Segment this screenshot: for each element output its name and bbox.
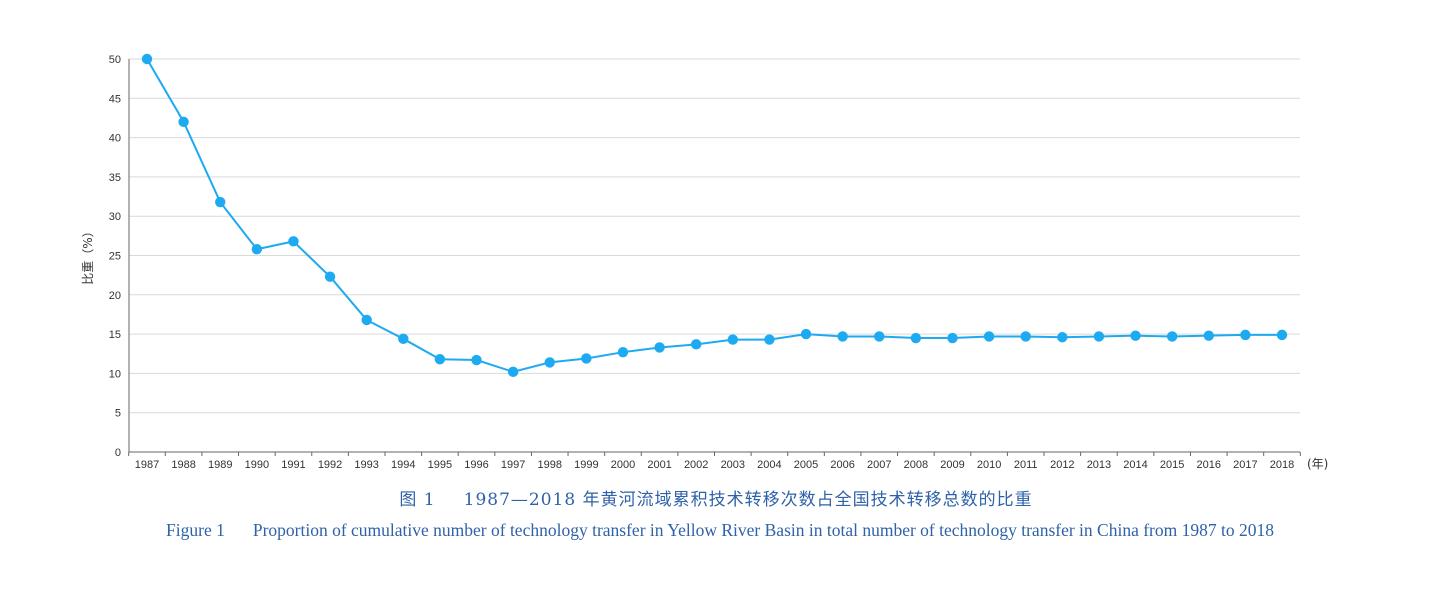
x-tick-label: 2007 xyxy=(867,459,891,471)
x-axis-unit-label: (年) xyxy=(1307,457,1328,471)
data-point xyxy=(251,244,263,255)
caption-chinese: 图 1 1987—2018 年黄河流域累积技术转移次数占全国技术转移总数的比重 xyxy=(0,485,1432,510)
x-tick-label: 2001 xyxy=(647,459,671,471)
x-tick-label: 2010 xyxy=(977,459,1001,471)
x-tick-label: 1991 xyxy=(281,459,305,471)
data-point xyxy=(215,196,226,208)
data-point xyxy=(1240,329,1251,341)
x-tick-label: 2013 xyxy=(1087,459,1111,471)
x-tick-label: 2000 xyxy=(611,459,635,471)
y-tick-label: 15 xyxy=(109,329,121,341)
x-tick-label: 1999 xyxy=(574,459,598,471)
data-point xyxy=(178,116,189,128)
y-tick-label: 50 xyxy=(109,54,121,66)
caption-en-number: Figure 1 xyxy=(166,520,225,540)
x-tick-label: 2005 xyxy=(794,459,818,471)
x-tick-label: 2006 xyxy=(830,459,854,471)
x-tick-label: 2004 xyxy=(757,459,781,471)
x-tick-label: 1994 xyxy=(391,459,415,471)
x-tick-label: 1996 xyxy=(464,459,488,471)
x-tick-label: 1992 xyxy=(318,459,342,471)
data-point xyxy=(544,357,555,368)
data-point xyxy=(398,333,409,345)
data-point xyxy=(581,353,592,364)
data-point xyxy=(690,339,702,350)
data-point xyxy=(727,334,739,345)
data-point xyxy=(507,366,519,378)
data-point xyxy=(141,53,153,65)
x-tick-label: 1990 xyxy=(245,459,269,471)
data-point xyxy=(764,334,775,345)
data-point xyxy=(471,354,482,366)
caption-cn-number: 图 1 xyxy=(399,490,436,510)
data-point xyxy=(1020,331,1031,342)
y-axis-label: 比重（%） xyxy=(81,225,95,284)
y-tick-label: 0 xyxy=(115,447,121,459)
series-line xyxy=(146,58,1282,373)
y-tick-label: 10 xyxy=(109,368,121,380)
x-tick-label: 2003 xyxy=(721,459,745,471)
data-point xyxy=(1130,330,1141,341)
x-tick-label: 2008 xyxy=(904,459,928,471)
x-tick-label: 2018 xyxy=(1270,459,1294,471)
x-tick-label: 2002 xyxy=(684,459,708,471)
axes xyxy=(128,59,1301,456)
x-tick-label: 2015 xyxy=(1160,459,1184,471)
gridlines xyxy=(129,58,1300,414)
data-point xyxy=(654,342,665,353)
y-tick-label: 30 xyxy=(109,211,121,223)
y-tick-label: 35 xyxy=(109,172,121,184)
x-tick-label: 1998 xyxy=(537,459,561,471)
data-point xyxy=(434,354,446,365)
x-tick-label: 1987 xyxy=(135,459,159,471)
y-tick-label: 45 xyxy=(109,93,121,105)
data-point xyxy=(983,331,995,342)
data-point xyxy=(1093,331,1105,342)
x-tick-label: 1995 xyxy=(428,459,452,471)
caption-english: Figure 1 Proportion of cumulative number … xyxy=(110,518,1330,543)
x-tick-label: 1989 xyxy=(208,459,232,471)
x-tick-label: 1993 xyxy=(354,459,378,471)
data-point xyxy=(361,314,372,326)
data-points xyxy=(141,53,1288,378)
line-chart: 0 5 10 15 20 25 30 35 40 45 50 1987 1988 1989 1990 199… xyxy=(81,53,1328,471)
y-tick-label: 5 xyxy=(115,408,121,420)
x-tick-label: 2017 xyxy=(1233,459,1257,471)
x-tick-label: 2014 xyxy=(1123,459,1147,471)
data-point xyxy=(324,271,336,282)
caption-cn-text: 1987—2018 年黄河流域累积技术转移次数占全国技术转移总数的比重 xyxy=(463,490,1033,510)
x-tick-label: 2009 xyxy=(940,459,964,471)
data-point xyxy=(910,332,922,344)
x-tick-label: 2012 xyxy=(1050,459,1074,471)
data-point xyxy=(1057,332,1068,343)
data-point xyxy=(1203,330,1214,341)
x-tick-label: 2016 xyxy=(1197,459,1221,471)
x-tick-label: 1988 xyxy=(171,459,195,471)
y-tick-label: 25 xyxy=(109,251,121,263)
y-tick-label: 40 xyxy=(109,133,121,145)
data-point xyxy=(874,331,885,342)
data-point xyxy=(947,332,958,344)
y-tick-label: 20 xyxy=(109,290,121,302)
data-point xyxy=(288,236,299,247)
x-tick-labels: 1987 1988 1989 1990 1991 1992 1993 1994 1995 1996… xyxy=(135,459,1294,471)
data-point xyxy=(837,331,848,342)
x-tick-label: 2011 xyxy=(1014,459,1038,471)
caption-en-text: Proportion of cumulative number of techn… xyxy=(252,520,1274,540)
data-point xyxy=(617,346,629,358)
x-tick-label: 1997 xyxy=(501,459,525,471)
data-point xyxy=(1166,331,1178,342)
data-point xyxy=(800,328,812,340)
data-point xyxy=(1276,329,1288,341)
y-tick-labels: 0 5 10 15 20 25 30 35 40 45 50 xyxy=(109,54,121,459)
